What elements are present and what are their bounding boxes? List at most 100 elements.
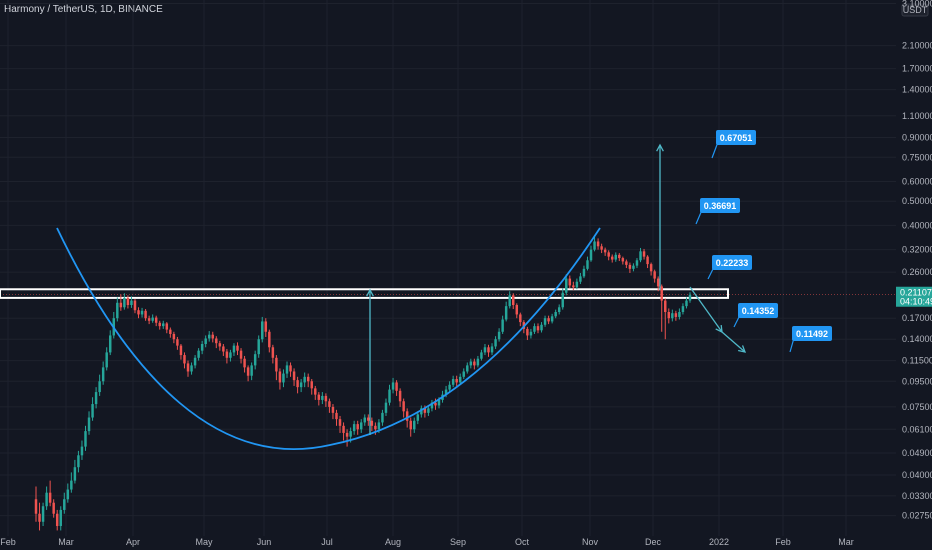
candle-body bbox=[575, 281, 579, 288]
candle-body bbox=[345, 432, 349, 437]
candle-body bbox=[34, 499, 38, 514]
candle-body bbox=[451, 379, 455, 385]
candle-body bbox=[225, 351, 229, 358]
candle-body bbox=[109, 335, 112, 353]
target-tag-up-2 bbox=[700, 198, 740, 213]
price-tick-label: 0.06100 bbox=[902, 424, 932, 434]
candle-body bbox=[579, 276, 582, 282]
candle-body bbox=[306, 376, 310, 382]
price-tick-label: 0.75000 bbox=[902, 152, 932, 162]
candle-body bbox=[91, 404, 94, 418]
candle-body bbox=[63, 499, 66, 510]
candle-body bbox=[561, 292, 564, 308]
candle-body bbox=[374, 425, 377, 430]
candle-body bbox=[94, 392, 98, 405]
candle-body bbox=[391, 382, 395, 390]
price-tick-label: 0.11500 bbox=[902, 356, 932, 366]
candle-body bbox=[179, 345, 183, 356]
time-tick-label: Apr bbox=[126, 537, 140, 547]
candle-body bbox=[540, 324, 543, 331]
candle-body bbox=[519, 314, 522, 323]
candle-body bbox=[476, 358, 480, 366]
price-tick-label: 0.04000 bbox=[902, 470, 932, 480]
candle-body bbox=[483, 347, 487, 353]
currency-badge[interactable] bbox=[901, 3, 929, 17]
time-axis[interactable]: Feb Mar Apr May Jun Jul Aug Sep Oct Nov Dec 2022 Feb… bbox=[0, 537, 854, 547]
candle-body bbox=[593, 241, 596, 250]
candle-body bbox=[628, 264, 632, 269]
price-tick-label: 0.02750 bbox=[902, 511, 932, 521]
candle-body bbox=[126, 297, 130, 306]
price-axis[interactable]: USDT 3.10000 2.10000 1.70000 1.40000 1.10000… bbox=[896, 0, 932, 550]
candle-body bbox=[98, 381, 101, 393]
candle-body bbox=[632, 265, 635, 269]
candle-body bbox=[596, 241, 600, 247]
candle-body bbox=[183, 355, 186, 364]
time-tick-label: Mar bbox=[838, 537, 854, 547]
target-tag-down-1-text: 0.14352 bbox=[742, 306, 775, 316]
candle-body bbox=[455, 379, 458, 383]
candle-body bbox=[133, 300, 137, 311]
candle-body bbox=[282, 373, 285, 383]
candle-body bbox=[512, 295, 515, 306]
candle-body bbox=[80, 446, 84, 456]
candle-body bbox=[377, 422, 381, 430]
candle-body bbox=[490, 346, 494, 353]
candle-body bbox=[66, 489, 70, 500]
grid bbox=[0, 0, 896, 536]
candle-body bbox=[649, 264, 653, 272]
candle-body bbox=[328, 401, 331, 407]
candle-body bbox=[158, 322, 161, 327]
resistance-box bbox=[0, 288, 729, 299]
candle-body bbox=[547, 318, 550, 322]
candle-body bbox=[296, 380, 299, 388]
candle-body bbox=[55, 513, 59, 527]
candle-body bbox=[515, 305, 519, 315]
candle-body bbox=[268, 331, 271, 348]
candle-body bbox=[236, 345, 239, 351]
chart-title: Harmony / TetherUS, 1D, BINANCE bbox=[4, 4, 163, 15]
candle-body bbox=[338, 419, 342, 426]
candle-body bbox=[359, 422, 363, 430]
candle-body bbox=[264, 321, 268, 332]
candle-body bbox=[536, 326, 540, 331]
time-tick-label: Jul bbox=[321, 537, 333, 547]
price-axis-bg bbox=[896, 0, 932, 550]
current-price-badge bbox=[896, 286, 932, 307]
down-arrow-1 bbox=[689, 286, 723, 333]
candle-body bbox=[423, 408, 427, 413]
candle-body bbox=[678, 312, 681, 317]
candle-body bbox=[73, 467, 77, 481]
candle-body bbox=[487, 347, 490, 353]
candle-body bbox=[303, 376, 306, 383]
candle-body bbox=[229, 352, 232, 358]
time-tick-label: Jun bbox=[257, 537, 272, 547]
candle-body bbox=[416, 414, 420, 421]
candle-body bbox=[586, 260, 589, 269]
candle-body bbox=[589, 249, 593, 261]
candle-body bbox=[409, 420, 412, 430]
candle-body bbox=[349, 431, 352, 437]
candle-body bbox=[41, 506, 45, 522]
candle-body bbox=[395, 382, 398, 391]
candle-body bbox=[250, 365, 253, 376]
candle-body bbox=[671, 313, 674, 319]
candle-body bbox=[458, 376, 462, 383]
target-tag-up-2-text: 0.36691 bbox=[704, 201, 737, 211]
candle-body bbox=[480, 352, 483, 359]
candle-body bbox=[87, 417, 91, 432]
candle-body bbox=[342, 425, 345, 433]
candle-body bbox=[190, 365, 193, 372]
price-tick-label: 0.03300 bbox=[902, 491, 932, 501]
candle-body bbox=[105, 352, 108, 368]
countdown-text: 04:10:49 bbox=[900, 297, 932, 307]
time-tick-label: Dec bbox=[645, 537, 662, 547]
candle-body bbox=[278, 371, 282, 383]
candle-body bbox=[557, 307, 561, 313]
candle-body bbox=[222, 346, 225, 352]
candle-body bbox=[550, 316, 554, 322]
price-tick-label: 0.32000 bbox=[902, 245, 932, 255]
candle-body bbox=[271, 347, 275, 358]
candle-body bbox=[667, 312, 671, 319]
